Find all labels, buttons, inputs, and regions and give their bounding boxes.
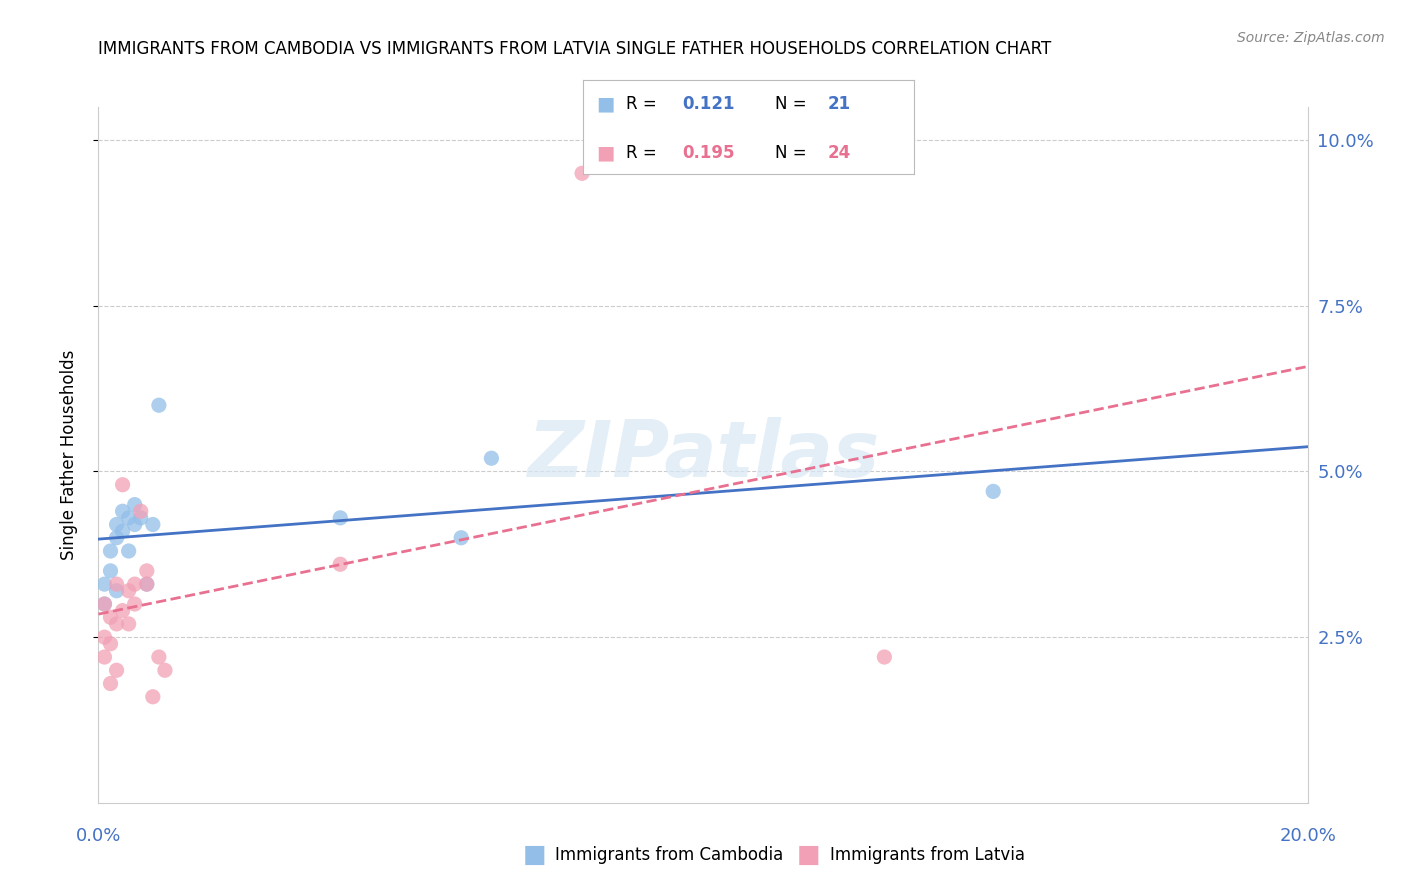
Point bbox=[100, 637, 122, 651]
Point bbox=[105, 577, 128, 591]
Point bbox=[148, 398, 170, 412]
Text: 0.0%: 0.0% bbox=[76, 827, 121, 845]
Point bbox=[153, 663, 176, 677]
Point bbox=[135, 564, 157, 578]
Point bbox=[111, 504, 134, 518]
Point bbox=[93, 630, 115, 644]
Text: Immigrants from Cambodia: Immigrants from Cambodia bbox=[555, 846, 783, 863]
Point bbox=[124, 597, 146, 611]
Text: ■: ■ bbox=[596, 144, 614, 163]
Text: R =: R = bbox=[627, 95, 662, 112]
Text: 20.0%: 20.0% bbox=[1279, 827, 1336, 845]
Point bbox=[329, 511, 352, 525]
Point bbox=[93, 597, 115, 611]
Point bbox=[129, 504, 152, 518]
Point bbox=[111, 477, 134, 491]
Text: N =: N = bbox=[775, 145, 813, 162]
Point bbox=[100, 676, 122, 690]
Text: 0.195: 0.195 bbox=[683, 145, 735, 162]
Point bbox=[124, 577, 146, 591]
Point bbox=[105, 517, 128, 532]
Point bbox=[93, 577, 115, 591]
Point bbox=[571, 166, 593, 180]
Text: 24: 24 bbox=[828, 145, 851, 162]
Text: IMMIGRANTS FROM CAMBODIA VS IMMIGRANTS FROM LATVIA SINGLE FATHER HOUSEHOLDS CORR: IMMIGRANTS FROM CAMBODIA VS IMMIGRANTS F… bbox=[98, 40, 1052, 58]
Y-axis label: Single Father Households: Single Father Households bbox=[59, 350, 77, 560]
Text: ■: ■ bbox=[523, 843, 546, 866]
Point bbox=[100, 544, 122, 558]
Point bbox=[118, 583, 141, 598]
Point bbox=[981, 484, 1004, 499]
Point bbox=[450, 531, 472, 545]
Point bbox=[111, 524, 134, 538]
Point bbox=[118, 544, 141, 558]
Point bbox=[142, 690, 165, 704]
Point bbox=[135, 577, 157, 591]
Point bbox=[93, 650, 115, 665]
Point bbox=[329, 558, 352, 572]
Text: ZIPatlas: ZIPatlas bbox=[527, 417, 879, 493]
Point bbox=[124, 498, 146, 512]
Point bbox=[105, 583, 128, 598]
Point bbox=[100, 610, 122, 624]
Point bbox=[105, 663, 128, 677]
Text: N =: N = bbox=[775, 95, 813, 112]
Point bbox=[873, 650, 896, 665]
Point bbox=[481, 451, 503, 466]
Point bbox=[118, 616, 141, 631]
Point bbox=[135, 577, 157, 591]
Text: ■: ■ bbox=[596, 95, 614, 113]
Point bbox=[148, 650, 170, 665]
Text: ■: ■ bbox=[797, 843, 820, 866]
Text: R =: R = bbox=[627, 145, 662, 162]
Text: 0.121: 0.121 bbox=[683, 95, 735, 112]
Text: Immigrants from Latvia: Immigrants from Latvia bbox=[830, 846, 1025, 863]
Point bbox=[105, 616, 128, 631]
Text: 21: 21 bbox=[828, 95, 851, 112]
Point bbox=[142, 517, 165, 532]
Point bbox=[129, 511, 152, 525]
Point bbox=[124, 517, 146, 532]
Point bbox=[100, 564, 122, 578]
Point bbox=[93, 597, 115, 611]
Point bbox=[118, 511, 141, 525]
Point bbox=[105, 531, 128, 545]
Point bbox=[111, 604, 134, 618]
Text: Source: ZipAtlas.com: Source: ZipAtlas.com bbox=[1237, 31, 1385, 45]
